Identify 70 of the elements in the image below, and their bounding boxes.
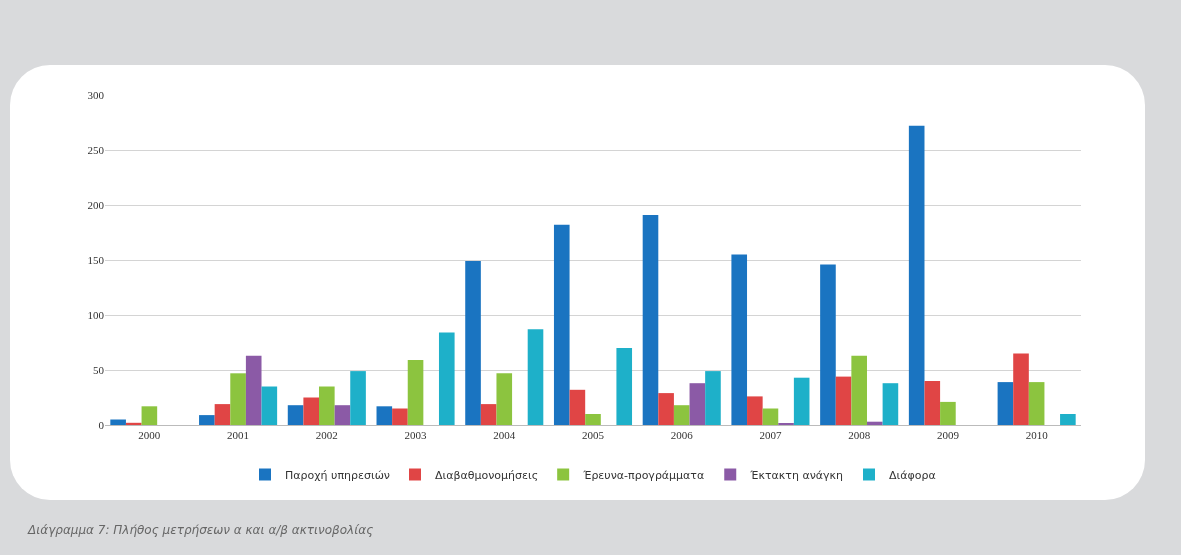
bar	[319, 386, 335, 425]
bar	[705, 371, 721, 425]
bar	[438, 332, 455, 425]
bar	[658, 393, 674, 425]
bar	[835, 376, 852, 425]
bar	[407, 360, 424, 425]
x-tick-label: 2001	[227, 429, 250, 442]
bar	[245, 355, 262, 425]
bar	[465, 261, 481, 425]
legend-label: Έρευνα-προγράμματα	[582, 468, 705, 482]
bar	[673, 405, 690, 425]
bar	[882, 383, 899, 425]
x-tick-label: 2009	[936, 429, 960, 442]
bar	[1028, 382, 1045, 425]
x-tick-label: 2006	[670, 429, 694, 442]
bar	[866, 421, 883, 425]
y-tick-label: 250	[87, 143, 105, 156]
bar	[230, 373, 246, 425]
y-tick-label: 200	[87, 198, 105, 211]
bar	[125, 422, 142, 425]
x-tick-label: 2002	[315, 429, 338, 442]
y-tick-label: 150	[87, 253, 105, 266]
bar	[214, 404, 231, 425]
bar	[480, 404, 497, 425]
bar	[924, 381, 941, 425]
bar	[616, 348, 633, 425]
bar	[820, 264, 836, 425]
x-tick-label: 2007	[759, 429, 782, 442]
bar	[762, 408, 779, 425]
bar	[585, 414, 601, 425]
x-tick-label: 2010	[1025, 429, 1049, 442]
bar	[689, 383, 706, 425]
bar	[110, 419, 126, 425]
bar	[287, 405, 304, 425]
bar	[1060, 414, 1076, 425]
bar	[851, 355, 867, 425]
bar	[303, 397, 320, 425]
bar	[496, 373, 513, 425]
x-tick-label: 2000	[138, 429, 161, 442]
legend-label: Παροχή υπηρεσιών	[285, 468, 390, 482]
y-tick-label: 100	[87, 308, 105, 321]
bar	[527, 329, 544, 425]
x-tick-label: 2008	[848, 429, 871, 442]
bar	[199, 415, 215, 425]
bar	[261, 386, 278, 425]
bar	[940, 401, 956, 425]
bar	[793, 377, 810, 425]
bar	[908, 125, 925, 425]
bar	[553, 224, 570, 425]
bar	[334, 405, 351, 425]
legend-label: Έκτακτη ανάγκη	[749, 468, 844, 482]
bar	[731, 254, 748, 425]
bar	[350, 371, 366, 425]
x-tick-label: 2003	[404, 429, 428, 442]
y-tick-label: 0	[98, 418, 105, 431]
bar	[392, 408, 408, 425]
bar	[1013, 353, 1029, 425]
y-tick-label: 50	[93, 363, 105, 376]
bar	[376, 406, 393, 425]
bar	[569, 389, 586, 425]
x-tick-label: 2004	[493, 429, 516, 442]
bar	[747, 396, 763, 425]
text: Διάγραμμα 7: Πλήθος μετρήσεων α και α/β ακτινοβολίας	[27, 523, 374, 537]
x-tick-label: 2005	[582, 429, 605, 442]
bar	[642, 214, 659, 425]
y-tick-label: 300	[87, 88, 105, 101]
bar	[997, 382, 1014, 425]
legend-label: Διάφορα	[889, 468, 936, 482]
bar	[141, 406, 158, 425]
legend-label: Διαβαθμονομήσεις	[435, 468, 539, 482]
